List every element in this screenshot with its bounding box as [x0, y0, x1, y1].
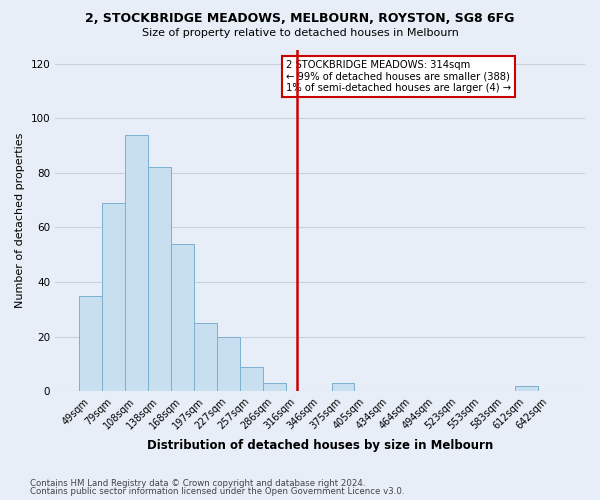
Text: Contains public sector information licensed under the Open Government Licence v3: Contains public sector information licen… [30, 487, 404, 496]
Text: 2, STOCKBRIDGE MEADOWS, MELBOURN, ROYSTON, SG8 6FG: 2, STOCKBRIDGE MEADOWS, MELBOURN, ROYSTO… [85, 12, 515, 26]
Bar [102, 203, 125, 392]
Bar [79, 296, 102, 392]
Text: Size of property relative to detached houses in Melbourn: Size of property relative to detached ho… [142, 28, 458, 38]
Y-axis label: Number of detached properties: Number of detached properties [15, 133, 25, 308]
Bar [171, 244, 194, 392]
X-axis label: Distribution of detached houses by size in Melbourn: Distribution of detached houses by size … [147, 440, 493, 452]
Bar [148, 168, 171, 392]
Bar [515, 386, 538, 392]
Bar [217, 336, 240, 392]
Bar [194, 323, 217, 392]
Text: 2 STOCKBRIDGE MEADOWS: 314sqm
← 99% of detached houses are smaller (388)
1% of s: 2 STOCKBRIDGE MEADOWS: 314sqm ← 99% of d… [286, 60, 511, 94]
Bar [240, 366, 263, 392]
Text: Contains HM Land Registry data © Crown copyright and database right 2024.: Contains HM Land Registry data © Crown c… [30, 478, 365, 488]
Bar [332, 383, 355, 392]
Bar [263, 383, 286, 392]
Bar [125, 134, 148, 392]
